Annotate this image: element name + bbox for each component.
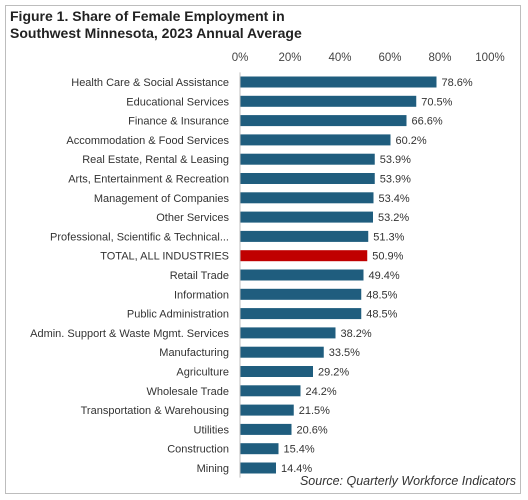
category-label: Information bbox=[174, 289, 229, 301]
x-tick-label: 60% bbox=[378, 52, 401, 64]
category-label: Finance & Insurance bbox=[128, 116, 229, 128]
bar bbox=[240, 443, 279, 455]
data-label: 29.2% bbox=[318, 367, 349, 379]
data-label: 24.2% bbox=[306, 386, 337, 398]
category-label: Transportation & Warehousing bbox=[81, 405, 229, 417]
category-label: Management of Companies bbox=[94, 193, 230, 205]
data-label: 53.9% bbox=[380, 174, 411, 186]
category-label: Mining bbox=[197, 463, 229, 475]
data-label: 70.5% bbox=[421, 96, 452, 108]
bar bbox=[240, 327, 336, 339]
data-label: 53.4% bbox=[379, 193, 410, 205]
category-label: Accommodation & Food Services bbox=[66, 135, 229, 147]
x-tick-label: 0% bbox=[232, 52, 249, 64]
bar bbox=[240, 346, 324, 358]
bar bbox=[240, 173, 375, 184]
value-labels: 78.6% 70.5% 66.6% 60.2% 53.9% 53.9% 53.4% 53.2%… bbox=[281, 77, 473, 475]
data-label: 51.3% bbox=[373, 231, 404, 243]
bar bbox=[240, 308, 362, 320]
category-label: Utilities bbox=[194, 424, 230, 436]
category-label: Real Estate, Rental & Leasing bbox=[82, 154, 229, 166]
category-label: Health Care & Social Assistance bbox=[71, 77, 229, 89]
bars bbox=[240, 76, 437, 474]
data-label: 49.4% bbox=[369, 270, 400, 282]
category-label: Public Administration bbox=[127, 309, 229, 321]
bar bbox=[240, 288, 362, 300]
chart-title: Figure 1. Share of Female Employment in … bbox=[10, 8, 302, 41]
category-label: TOTAL, ALL INDUSTRIES bbox=[100, 251, 229, 263]
data-label: 20.6% bbox=[297, 424, 328, 436]
bar bbox=[240, 404, 294, 416]
category-label: Admin. Support & Waste Mgmt. Services bbox=[30, 328, 229, 340]
category-label: Wholesale Trade bbox=[146, 386, 229, 398]
x-tick-label: 20% bbox=[278, 52, 301, 64]
bar bbox=[240, 115, 407, 127]
x-axis-ticks: 0% 20% 40% 60% 80% 100% bbox=[232, 52, 505, 64]
bar bbox=[240, 385, 301, 397]
bar bbox=[240, 211, 373, 223]
chart-source: Source: Quarterly Workforce Indicators bbox=[299, 474, 516, 488]
x-tick-label: 80% bbox=[428, 52, 451, 64]
category-label: Professional, Scientific & Technical... bbox=[50, 231, 229, 243]
data-label: 14.4% bbox=[281, 463, 312, 475]
bar bbox=[240, 250, 368, 262]
data-label: 15.4% bbox=[284, 444, 315, 456]
category-label: Educational Services bbox=[126, 96, 229, 108]
data-label: 48.5% bbox=[366, 289, 397, 301]
bar bbox=[240, 269, 364, 281]
data-label: 33.5% bbox=[329, 347, 360, 359]
bar bbox=[240, 134, 391, 146]
category-label: Arts, Entertainment & Recreation bbox=[68, 174, 229, 186]
category-labels: Health Care & Social Assistance Education… bbox=[30, 77, 229, 475]
bar bbox=[240, 230, 369, 242]
bar bbox=[240, 76, 437, 88]
data-label: 50.9% bbox=[372, 251, 403, 263]
category-label: Manufacturing bbox=[159, 347, 229, 359]
x-tick-label: 40% bbox=[328, 52, 351, 64]
category-label: Retail Trade bbox=[170, 270, 229, 282]
category-label: Construction bbox=[167, 444, 229, 456]
x-tick-label: 100% bbox=[475, 52, 504, 64]
data-label: 78.6% bbox=[442, 77, 473, 89]
data-label: 60.2% bbox=[396, 135, 427, 147]
data-label: 48.5% bbox=[366, 309, 397, 321]
data-label: 66.6% bbox=[412, 116, 443, 128]
bar bbox=[240, 462, 276, 474]
bar bbox=[240, 153, 375, 165]
data-label: 53.9% bbox=[380, 154, 411, 166]
bar bbox=[240, 366, 313, 377]
category-label: Agriculture bbox=[176, 367, 229, 379]
bar bbox=[240, 423, 292, 435]
category-label: Other Services bbox=[156, 212, 229, 224]
data-label: 38.2% bbox=[341, 328, 372, 340]
bar bbox=[240, 192, 374, 204]
data-label: 53.2% bbox=[378, 212, 409, 224]
data-label: 21.5% bbox=[299, 405, 330, 417]
bar bbox=[240, 95, 417, 107]
